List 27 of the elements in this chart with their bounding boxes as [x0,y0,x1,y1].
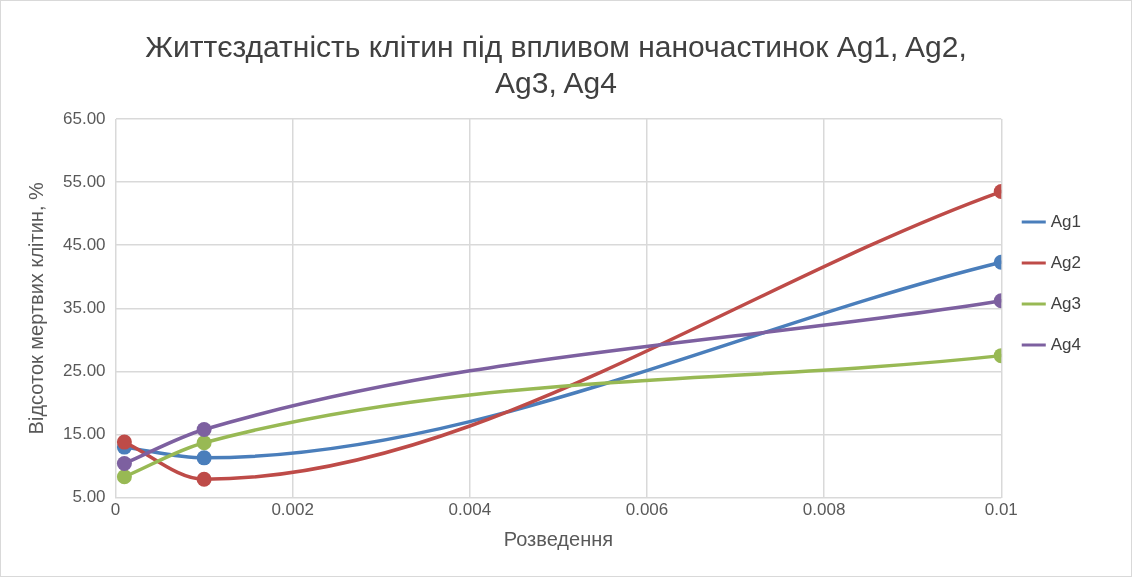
x-tick-label: 0 [110,500,121,520]
point [196,421,212,437]
point [116,434,132,450]
x-tick-label: 0.006 [625,500,669,520]
point [116,469,132,485]
y-axis-title: Відсоток мертвих клітин, % [24,182,47,435]
legend-label: Ag3 [1050,293,1081,313]
chart-title: Життєздатність клітин під впливом наночастинок Ag1, Ag2, Ag3, Ag4 [145,30,967,100]
point [196,435,212,451]
y-tick-label: 25.00 [62,361,106,381]
x-tick-label: 0.004 [448,500,492,520]
point [196,450,212,466]
y-tick-label: 45.00 [62,234,106,254]
y-tick-label: 15.00 [62,424,106,444]
legend-label: Ag1 [1050,211,1081,231]
x-tick-label: 0.002 [271,500,314,520]
x-axis-title: Розведення [503,527,614,550]
x-tick-label: 0.01 [984,500,1018,520]
point [196,471,212,487]
legend-label: Ag4 [1050,334,1081,354]
point [116,456,132,472]
y-tick-label: 5.00 [72,487,106,507]
y-tick-label: 65.00 [62,108,106,128]
y-tick-label: 55.00 [62,171,106,191]
x-tick-label: 0.008 [802,500,846,520]
legend-label: Ag2 [1050,252,1081,272]
y-tick-label: 35.00 [62,297,106,317]
